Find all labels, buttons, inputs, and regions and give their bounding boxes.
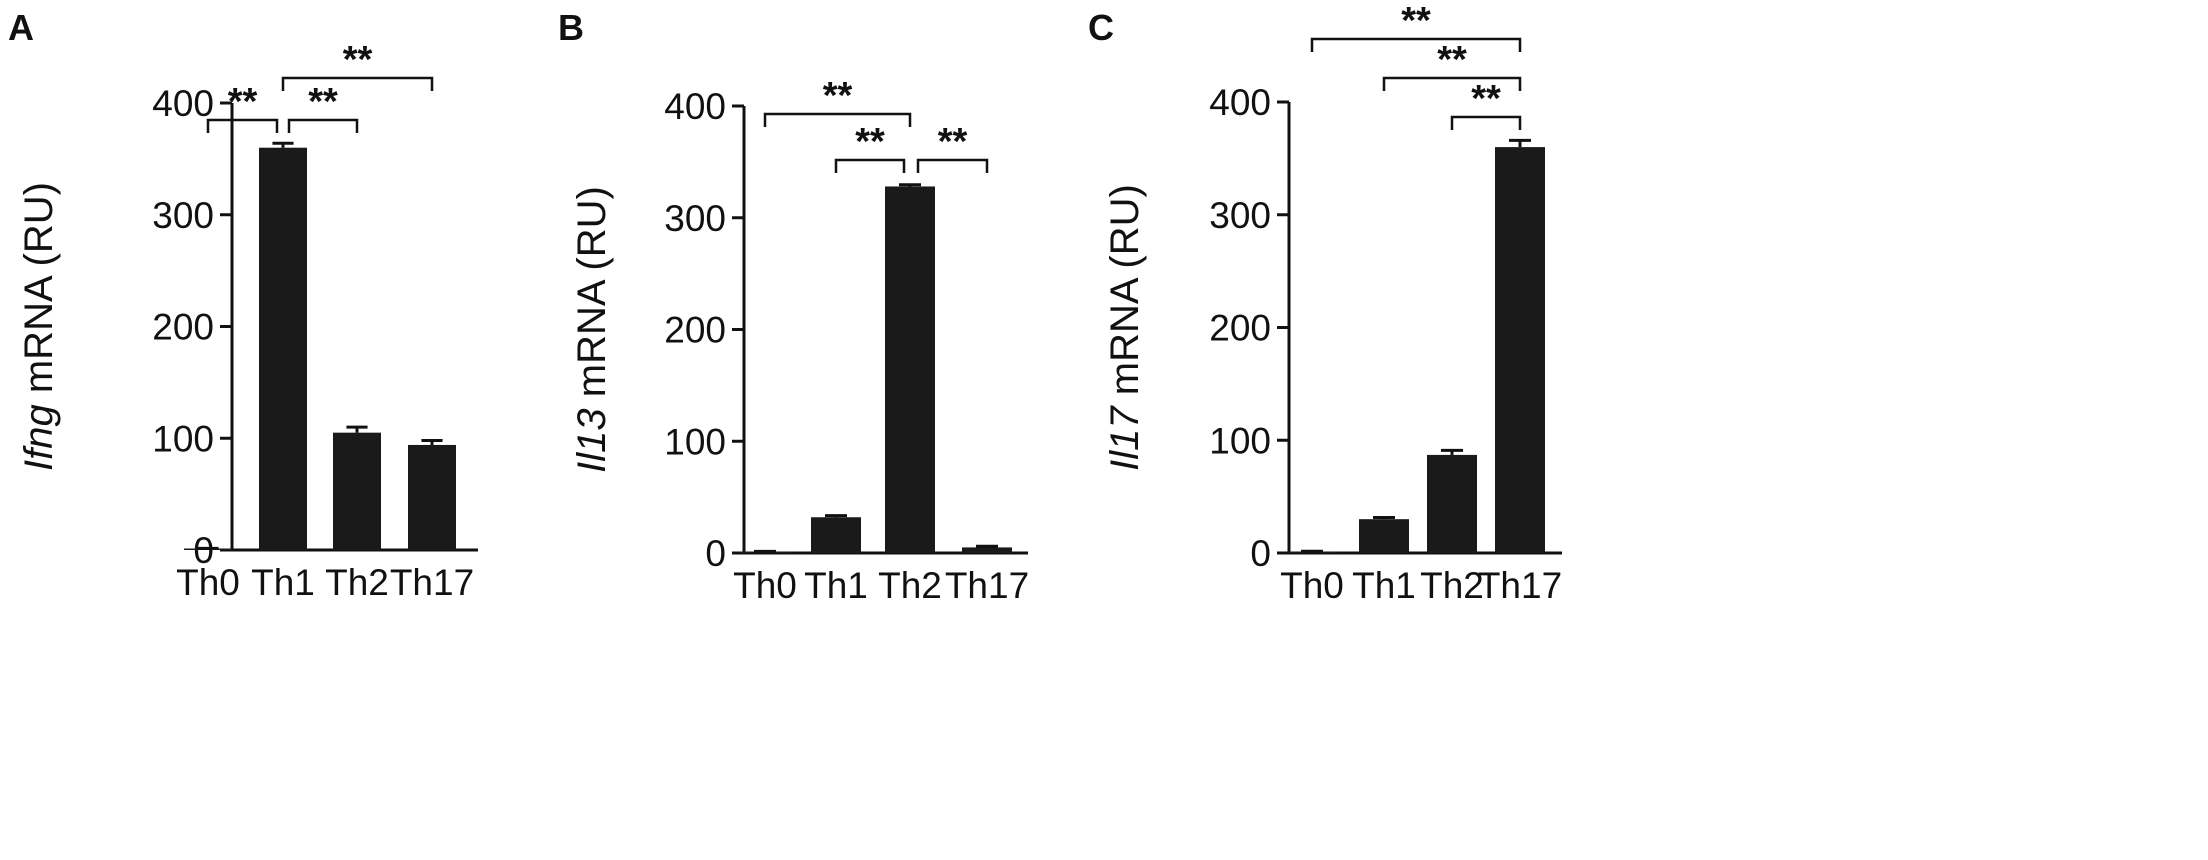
bar-th17	[408, 444, 456, 550]
bar-th1	[259, 147, 307, 550]
panel-c: C Il17 mRNA (RU) 0 100 200 300 400 Th0 Th1 Th2Th1…	[1088, 0, 1562, 606]
y-tick-label: 200	[664, 310, 726, 351]
x-category-label: Th2	[325, 562, 389, 603]
y-tick-label: 100	[664, 421, 726, 462]
y-tick-label: 100	[152, 418, 214, 459]
x-category-label: Th1	[251, 562, 315, 603]
x-category-label: Th2	[878, 565, 942, 606]
significance-label: **	[938, 121, 968, 163]
y-tick-label: 0	[193, 530, 214, 571]
y-tick-label: 100	[1209, 420, 1271, 461]
y-axis-gene: Ifng	[17, 404, 61, 471]
x-category-label: Th0	[176, 562, 240, 603]
significance-bracket	[281, 76, 434, 91]
y-axis-gene: Il13	[570, 408, 614, 473]
panel-letter: A	[8, 7, 34, 48]
y-axis-label: Ifng mRNA (RU)	[17, 182, 61, 471]
y-tick-label: 200	[152, 307, 214, 348]
x-category-label: Th1	[1352, 565, 1416, 606]
y-axis-label: Il13 mRNA (RU)	[570, 186, 614, 473]
bar-th2	[1427, 454, 1477, 553]
y-tick-label: 400	[152, 83, 214, 124]
y-axis-gene: Il17	[1103, 405, 1147, 471]
significance-label: **	[308, 81, 338, 123]
significance-bracket	[1450, 115, 1522, 130]
significance-bracket	[1310, 37, 1522, 52]
significance-bracket	[206, 118, 279, 133]
y-tick-label: 300	[1209, 195, 1271, 236]
bar-th17	[962, 547, 1012, 553]
significance-bracket	[287, 118, 359, 133]
y-tick-label: 0	[1250, 533, 1271, 574]
significance-label: **	[1401, 0, 1431, 42]
x-category-label: Th0	[1280, 565, 1344, 606]
y-tick-label: 200	[1209, 308, 1271, 349]
y-tick-label: 300	[152, 195, 214, 236]
y-tick-label: 0	[705, 533, 726, 574]
y-tick-label: 300	[664, 198, 726, 239]
significance-label: **	[228, 81, 258, 123]
x-category-label: Th2	[1420, 565, 1484, 606]
significance-bracket	[916, 158, 989, 173]
significance-bracket	[1382, 76, 1522, 91]
significance-label: **	[1437, 39, 1467, 81]
x-category-label: Th0	[733, 565, 797, 606]
y-axis-unit: mRNA (RU)	[570, 186, 614, 408]
significance-bracket	[763, 112, 912, 127]
significance-label: **	[1471, 78, 1501, 120]
panel-letter: C	[1088, 7, 1114, 48]
significance-label: **	[855, 121, 885, 163]
bar-th2	[885, 186, 935, 553]
significance-label: **	[823, 75, 853, 117]
panel-a: A Ifng mRNA (RU) 0 100 200 300 400 Th0 Th1 Th2 Th1…	[8, 7, 478, 603]
bar-th17	[1495, 147, 1545, 553]
y-tick-label: 400	[1209, 82, 1271, 123]
y-axis-unit: mRNA (RU)	[1103, 184, 1147, 406]
x-category-label: Th17	[945, 565, 1029, 606]
bar-th1	[1359, 519, 1409, 553]
x-category-label: Th1	[804, 565, 868, 606]
x-category-label: Th17	[390, 562, 474, 603]
bar-th1	[811, 517, 861, 553]
y-axis-unit: mRNA (RU)	[17, 182, 61, 404]
panel-letter: B	[558, 7, 584, 48]
significance-bracket	[834, 158, 906, 173]
x-category-label: Th17	[1478, 565, 1562, 606]
panel-b: B Il13 mRNA (RU) 0 100 200 300 400 Th0 Th1 Th2 Th1…	[558, 7, 1029, 606]
y-axis-label: Il17 mRNA (RU)	[1103, 184, 1147, 471]
bar-th2	[333, 432, 381, 550]
y-tick-label: 400	[664, 86, 726, 127]
significance-label: **	[343, 39, 373, 81]
